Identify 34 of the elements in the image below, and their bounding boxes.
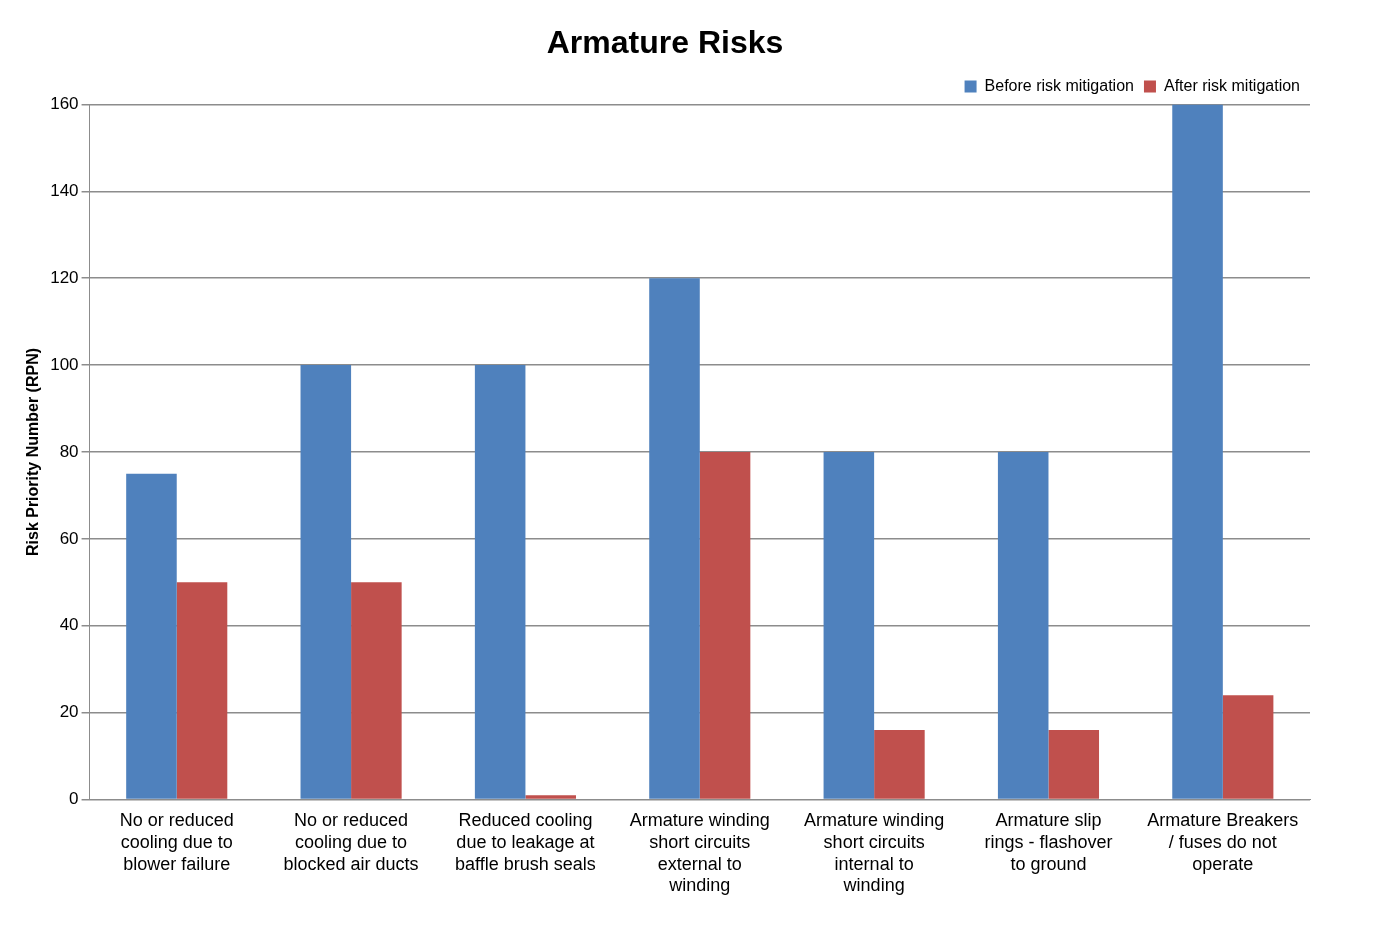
bar: [874, 730, 925, 799]
y-tick-label: 40: [59, 615, 79, 635]
bar: [649, 278, 700, 799]
bar: [1048, 730, 1100, 799]
bar: [823, 452, 875, 799]
bar: [699, 452, 751, 799]
bar: [474, 365, 526, 799]
y-tick-label: 20: [59, 702, 79, 722]
x-tick-label: Armature slip rings - flashover to ground: [984, 810, 1113, 874]
bar: [1222, 695, 1274, 799]
legend-label: Before risk mitigation: [984, 76, 1134, 94]
y-tick-label: 60: [59, 528, 79, 548]
y-axis-title: Risk Priority Number (RPN): [24, 347, 42, 557]
bar: [1172, 104, 1223, 799]
bar: [997, 452, 1049, 799]
x-tick-label: Armature winding short circuits internal to winding: [804, 810, 945, 896]
bar: [351, 582, 402, 799]
x-tick-label: Reduced cooling due to leakage at baffle brush seals: [455, 810, 596, 874]
y-tick-label: 0: [69, 789, 79, 809]
bar: [300, 365, 352, 799]
y-tick-label: 120: [50, 267, 79, 287]
chart-title: Armature Risks: [546, 24, 784, 61]
y-tick-label: 100: [50, 354, 79, 374]
y-tick-label: 160: [50, 94, 79, 114]
y-tick-label: 80: [59, 441, 79, 461]
x-tick-label: No or reduced cooling due to blocked air ducts: [283, 810, 419, 874]
bar: [126, 473, 177, 799]
x-tick-label: No or reduced cooling due to blower failure: [119, 810, 234, 874]
bar: [525, 795, 576, 799]
x-tick-label: Armature winding short circuits external to winding: [629, 810, 770, 896]
x-tick-label: Armature Breakers / fuses do not operate: [1147, 810, 1299, 874]
bar: [176, 582, 228, 799]
legend-label: After risk mitigation: [1163, 76, 1301, 94]
y-tick-label: 140: [50, 180, 79, 200]
